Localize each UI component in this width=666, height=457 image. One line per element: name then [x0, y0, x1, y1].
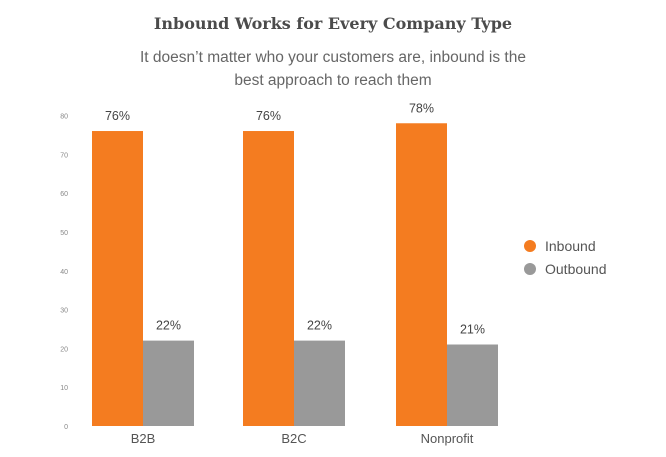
y-tick-label: 20 — [60, 346, 68, 353]
legend-label-inbound: Inbound — [545, 237, 596, 254]
legend-item-outbound[interactable]: Outbound — [524, 257, 607, 280]
y-tick-label: 30 — [60, 308, 68, 315]
data-label: 22% — [156, 319, 181, 333]
y-tick-label: 50 — [60, 230, 68, 237]
y-tick-label: 40 — [60, 269, 68, 276]
chart-subtitle: It doesn’t matter who your customers are… — [140, 49, 526, 89]
data-label: 21% — [460, 322, 485, 336]
legend-label-outbound: Outbound — [545, 260, 607, 277]
x-tick-label: B2B — [131, 431, 156, 446]
legend-item-inbound[interactable]: Inbound — [524, 234, 607, 257]
data-label: 78% — [409, 101, 434, 115]
bar-inbound-nonprofit — [396, 123, 447, 426]
bar-outbound-nonprofit — [447, 344, 498, 426]
y-tick-label: 0 — [64, 424, 68, 431]
legend-swatch-inbound — [524, 239, 536, 252]
legend-swatch-outbound — [524, 262, 536, 275]
chart-legend: Inbound Outbound — [524, 234, 607, 280]
bar-inbound-b2c — [243, 131, 294, 426]
y-tick-label: 70 — [60, 152, 68, 159]
bar-outbound-b2c — [294, 340, 345, 426]
data-label: 22% — [307, 319, 332, 333]
y-tick-label: 80 — [60, 114, 68, 121]
bar-outbound-b2b — [143, 340, 194, 426]
y-tick-label: 10 — [60, 385, 68, 392]
y-tick-label: 60 — [60, 191, 68, 198]
chart-title: Inbound Works for Every Company Type — [153, 14, 513, 33]
data-label: 76% — [256, 109, 281, 123]
bar-inbound-b2b — [92, 131, 143, 426]
x-tick-label: B2C — [281, 431, 306, 446]
x-tick-label: Nonprofit — [421, 431, 474, 446]
data-label: 76% — [105, 109, 130, 123]
